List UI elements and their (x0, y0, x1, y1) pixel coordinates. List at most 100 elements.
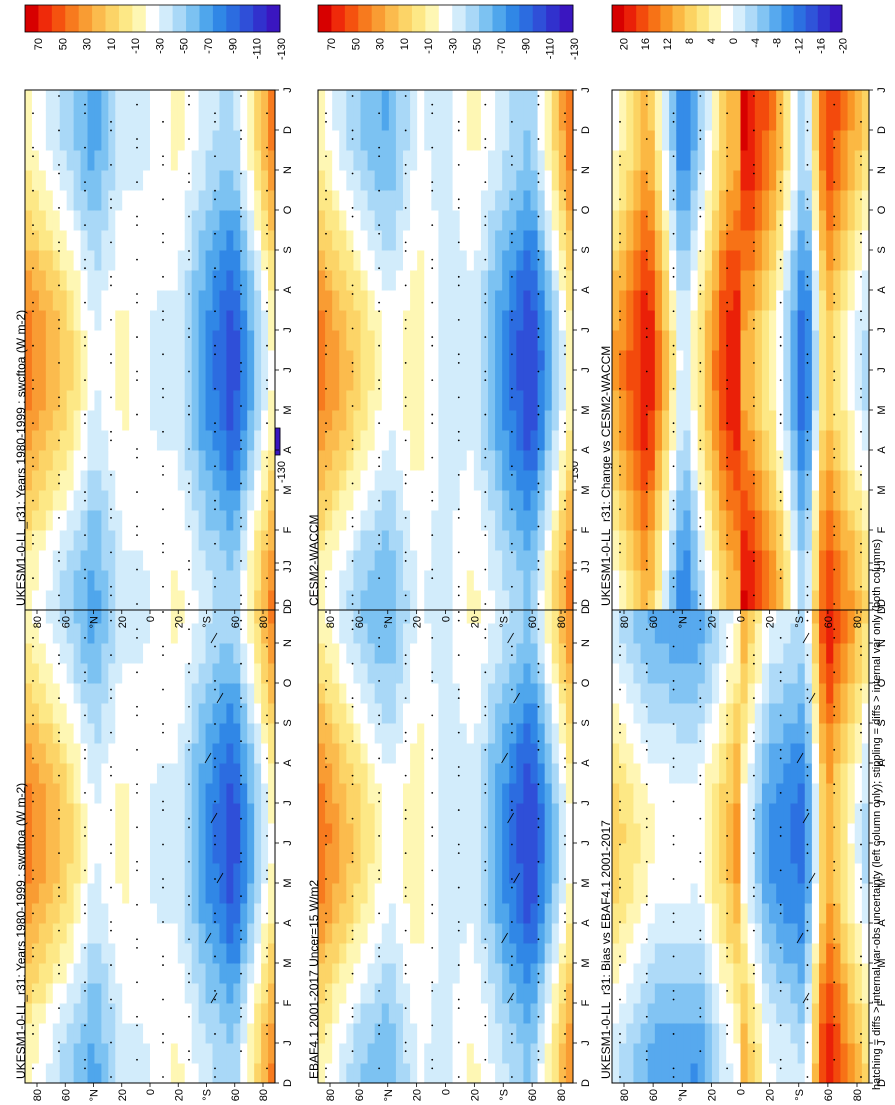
heat-cell (31, 350, 40, 371)
heat-cell (626, 763, 634, 784)
heat-cell (31, 230, 40, 251)
heat-cell (226, 290, 234, 311)
heat-cell (495, 923, 503, 944)
month-tick-label: J (282, 567, 294, 573)
heat-cell (59, 90, 68, 111)
heat-cell (459, 250, 468, 271)
heat-cell (108, 883, 116, 904)
heat-cell (466, 350, 475, 371)
heat-cell (226, 530, 234, 551)
stipple-dot (240, 250, 242, 252)
heat-cell (374, 963, 383, 984)
heat-cell (38, 623, 47, 644)
stipple-dot (266, 189, 268, 192)
heat-cell (473, 1043, 482, 1064)
heat-cell (388, 170, 397, 191)
heat-cell (516, 623, 524, 644)
heat-cell (565, 783, 574, 804)
heat-cell (101, 963, 109, 984)
heat-cell (108, 210, 116, 231)
heat-cell (94, 210, 102, 231)
heat-cell (247, 450, 255, 471)
heat-cell (226, 190, 234, 211)
stipple-dot (214, 835, 216, 837)
heat-cell (73, 903, 82, 924)
stipple-dot (162, 508, 164, 511)
heat-cell (424, 250, 432, 271)
stipple-dot (84, 748, 86, 751)
heat-cell (261, 1023, 269, 1044)
heat-cell (226, 823, 234, 844)
heat-cell (163, 590, 172, 611)
heat-cell (101, 843, 109, 864)
stipple-dot (325, 921, 327, 923)
heat-cell (619, 983, 627, 1004)
stipple-dot (510, 473, 513, 476)
heat-cell (108, 723, 116, 744)
heat-cell (473, 130, 482, 151)
heat-cell (388, 330, 397, 351)
stipple-dot (325, 645, 327, 648)
heat-cell (544, 863, 553, 884)
heat-cell (346, 90, 354, 111)
heat-cell (360, 450, 369, 471)
heat-cell (247, 530, 255, 551)
stipple-dot (325, 499, 327, 502)
heat-cell (403, 1003, 411, 1024)
heat-cell (544, 1043, 553, 1064)
heat-cell (150, 843, 158, 864)
heat-cell (136, 410, 144, 431)
heat-cell (66, 923, 75, 944)
heat-cell (233, 943, 241, 964)
heat-cell (424, 370, 432, 391)
heat-cell (31, 590, 40, 611)
heat-cell (143, 290, 151, 311)
heat-cell (360, 370, 369, 391)
heat-cell (325, 450, 333, 471)
heat-cell (87, 90, 95, 111)
heat-cell (339, 963, 347, 984)
heat-cell (431, 1003, 439, 1024)
heat-cell (424, 983, 432, 1004)
heat-cell (612, 883, 620, 904)
heat-cell (59, 883, 68, 904)
heat-cell (445, 923, 454, 944)
stipple-dot (484, 603, 487, 605)
heat-cell (94, 330, 102, 351)
heat-cell (261, 623, 269, 644)
heat-cell (205, 110, 213, 131)
stipple-dot (325, 275, 327, 278)
heat-cell (339, 743, 347, 764)
heat-cell (530, 390, 539, 411)
stipple-dot (266, 379, 268, 382)
month-tick-label: F (282, 999, 294, 1006)
heat-cell (466, 883, 475, 904)
heat-cell (261, 823, 269, 844)
heat-cell (480, 510, 489, 531)
heat-cell (473, 923, 482, 944)
month-tick-label: M (580, 485, 592, 494)
heat-cell (530, 270, 539, 291)
stipple-dot (457, 318, 460, 321)
heat-cell (509, 130, 517, 151)
heat-cell (87, 623, 95, 644)
heat-cell (191, 803, 200, 824)
heat-cell (233, 1003, 241, 1024)
stipple-dot (378, 645, 381, 648)
heat-cell (198, 170, 207, 191)
heat-cell (509, 510, 517, 531)
stipple-dot (58, 654, 60, 657)
heat-cell (163, 310, 172, 331)
heat-cell (502, 490, 510, 511)
heat-cell (87, 783, 95, 804)
heat-cell (233, 590, 241, 611)
heat-cell (445, 90, 454, 111)
heat-cell (108, 550, 116, 571)
heat-cell (360, 943, 369, 964)
heat-cell (558, 703, 567, 724)
heat-cell (233, 863, 241, 884)
heat-cell (488, 1043, 496, 1064)
heat-cell (66, 723, 75, 744)
heat-cell (38, 703, 47, 724)
